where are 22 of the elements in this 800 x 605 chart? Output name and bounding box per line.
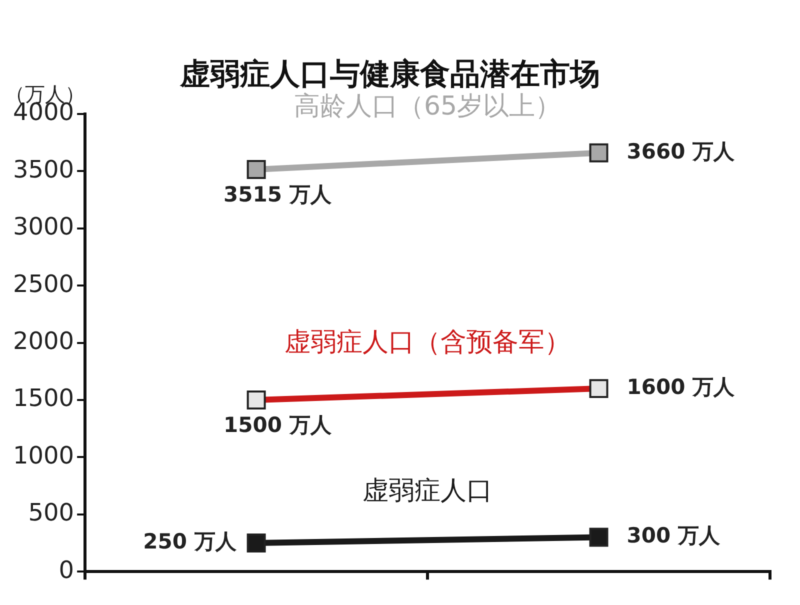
series-label: 虚弱症人口 (362, 476, 493, 506)
y-tick-label: 2500 (13, 270, 74, 298)
y-tick-label: 0 (58, 556, 74, 584)
point (589, 143, 608, 162)
point (589, 528, 608, 547)
data-label: 300 万人 (626, 524, 721, 548)
chart-title: 虚弱症人口与健康食品潜在市场 (179, 56, 600, 92)
data-label: 250 万人 (143, 529, 238, 554)
point (246, 534, 266, 552)
y-tick-label: 1500 (13, 384, 74, 412)
y-tick-label: 500 (28, 498, 74, 527)
y-tick-label: 1000 (13, 441, 74, 470)
series-label: 高龄人口（65岁以上） (294, 92, 562, 122)
y-tick-label: 3500 (13, 155, 74, 184)
data-label: 3660 万人 (626, 139, 736, 164)
data-label: 1600 万人 (626, 375, 736, 400)
y-tick-label: 2000 (13, 327, 74, 356)
point (246, 160, 266, 179)
data-label: 1500 万人 (224, 412, 332, 437)
series-label: 虚弱症人口（含预备军） (284, 327, 571, 358)
y-tick-label: 3000 (13, 212, 74, 241)
data-label: 3515 万人 (224, 182, 332, 206)
